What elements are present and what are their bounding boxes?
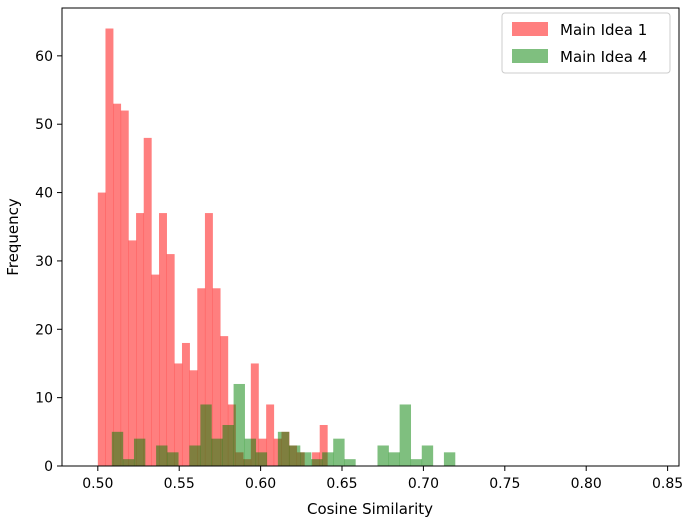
y-tick-label: 40 bbox=[35, 186, 53, 202]
x-tick-label: 0.75 bbox=[489, 476, 520, 492]
bars-layer bbox=[97, 28, 456, 466]
bar-series-2-bin-12 bbox=[244, 438, 257, 466]
bar-series-2-bin-16 bbox=[288, 445, 301, 466]
bar-series-1-bin-13 bbox=[197, 288, 206, 466]
bar-series-2-bin-30 bbox=[443, 452, 456, 466]
bar-series-2-bin-24 bbox=[377, 445, 389, 466]
bar-series-1-bin-7 bbox=[151, 274, 160, 466]
bar-series-2-bin-28 bbox=[421, 445, 434, 466]
bar-series-2-bin-18 bbox=[311, 459, 323, 466]
bar-series-1-bin-11 bbox=[181, 342, 190, 466]
bar-series-2-bin-8 bbox=[200, 404, 212, 466]
legend-swatch-main-idea-4 bbox=[512, 49, 548, 63]
x-tick-label: 0.70 bbox=[408, 476, 439, 492]
bar-series-1-bin-14 bbox=[204, 213, 213, 466]
bar-series-1-bin-22 bbox=[266, 404, 275, 466]
bar-series-1-bin-9 bbox=[166, 254, 175, 466]
bar-series-1-bin-16 bbox=[220, 336, 229, 466]
bar-series-2-bin-10 bbox=[222, 424, 234, 466]
bar-series-1-bin-29 bbox=[319, 424, 328, 466]
bar-series-2-bin-11 bbox=[233, 383, 245, 466]
bar-series-2-bin-25 bbox=[388, 452, 400, 466]
legend: Main Idea 1 Main Idea 4 bbox=[501, 12, 671, 74]
y-tick-label: 0 bbox=[44, 459, 53, 475]
bar-series-2-bin-21 bbox=[344, 459, 356, 466]
bar-series-1-bin-15 bbox=[212, 288, 221, 466]
bar-series-2-bin-1 bbox=[122, 459, 135, 466]
bar-series-2-bin-27 bbox=[410, 459, 423, 466]
bar-series-1-bin-6 bbox=[143, 137, 152, 466]
bar-series-2-bin-15 bbox=[277, 431, 290, 466]
bar-series-1-bin-1 bbox=[105, 28, 114, 466]
bar-series-1-bin-20 bbox=[250, 363, 259, 466]
x-tick-label: 0.50 bbox=[82, 476, 113, 492]
y-tick-label: 10 bbox=[35, 391, 53, 407]
y-tick-label: 50 bbox=[35, 117, 53, 133]
bar-series-1-bin-8 bbox=[159, 213, 167, 466]
y-tick-label: 60 bbox=[35, 49, 53, 65]
bar-series-2-bin-20 bbox=[333, 438, 345, 466]
y-axis-ticks: 0 10 20 30 40 50 60 bbox=[35, 49, 62, 475]
plot-frame bbox=[61, 7, 680, 467]
legend-swatch-main-idea-1 bbox=[512, 22, 548, 36]
bar-series-1-bin-10 bbox=[174, 363, 183, 466]
x-tick-label: 0.60 bbox=[245, 476, 276, 492]
bar-series-1-bin-0 bbox=[97, 192, 106, 466]
bar-series-1-bin-12 bbox=[189, 370, 198, 466]
bar-series-2-bin-9 bbox=[211, 438, 223, 466]
x-tick-label: 0.85 bbox=[652, 476, 683, 492]
bar-series-2-bin-17 bbox=[300, 452, 312, 466]
y-axis-title: Frequency bbox=[4, 198, 22, 276]
bar-series-1-bin-23 bbox=[273, 438, 282, 466]
bar-series-2-bin-0 bbox=[111, 431, 124, 466]
bar-series-2-bin-5 bbox=[167, 452, 179, 466]
x-axis-title: Cosine Similarity bbox=[307, 500, 433, 518]
y-tick-label: 20 bbox=[35, 322, 53, 338]
legend-label-main-idea-4: Main Idea 4 bbox=[560, 48, 647, 66]
legend-label-main-idea-1: Main Idea 1 bbox=[560, 21, 647, 39]
bar-series-2-bin-26 bbox=[399, 404, 412, 466]
x-tick-label: 0.80 bbox=[571, 476, 602, 492]
y-tick-label: 30 bbox=[35, 254, 53, 270]
x-axis-ticks: 0.50 0.55 0.60 0.65 0.70 0.75 0.80 0.85 bbox=[82, 466, 683, 492]
x-tick-label: 0.65 bbox=[326, 476, 357, 492]
bar-series-2-bin-19 bbox=[322, 452, 334, 466]
bar-series-2-bin-4 bbox=[156, 445, 168, 466]
bar-series-1-bin-4 bbox=[128, 240, 137, 466]
x-tick-label: 0.55 bbox=[164, 476, 195, 492]
bar-series-1-bin-3 bbox=[120, 110, 129, 466]
bar-series-1-bin-2 bbox=[113, 103, 122, 466]
bar-series-2-bin-7 bbox=[189, 445, 201, 466]
bar-series-1-bin-5 bbox=[136, 213, 145, 466]
bar-series-2-bin-13 bbox=[255, 452, 268, 466]
bar-series-2-bin-2 bbox=[133, 438, 146, 466]
